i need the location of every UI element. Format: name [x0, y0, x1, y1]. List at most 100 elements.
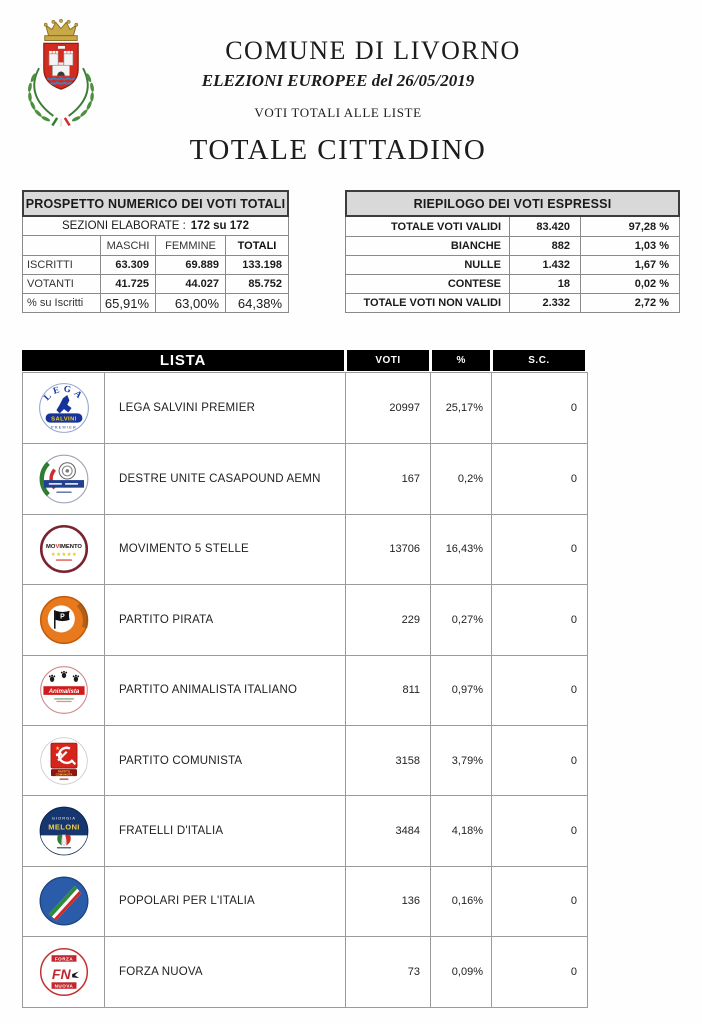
femmine-value: 63,00% — [155, 293, 225, 312]
party-votes: 20997 — [346, 373, 431, 444]
party-name: POPOLARI PER L'ITALIA — [105, 865, 346, 937]
row-label: BIANCHE — [346, 236, 509, 255]
party-logo-cell: Animalista — [23, 654, 105, 725]
prospetto-table: PROSPETTO NUMERICO DEI VOTI TOTALI SEZIO… — [22, 190, 289, 313]
svg-text:NUOVA: NUOVA — [54, 983, 73, 988]
femmine-value: 44.027 — [155, 274, 225, 293]
maschi-value: 65,91% — [100, 293, 155, 312]
row-value: 18 — [509, 274, 580, 293]
party-sc: 0 — [492, 513, 587, 584]
party-name: DESTRE UNITE CASAPOUND AEMN — [105, 443, 346, 514]
party-sc: 0 — [492, 443, 587, 513]
svg-text:PARTITO: PARTITO — [57, 769, 70, 773]
row-percent: 1,67 % — [580, 255, 679, 274]
col-maschi: MASCHI — [100, 236, 155, 255]
svg-text:PREMIER: PREMIER — [51, 426, 77, 430]
col-voti: VOTI — [347, 350, 429, 371]
party-sc: 0 — [570, 402, 577, 415]
row-label: % su Iscritti — [23, 293, 100, 312]
riepilogo-row: NULLE 1.432 1,67 % — [346, 255, 679, 274]
party-sc: 0 — [492, 865, 587, 936]
col-femmine: FEMMINE — [155, 236, 225, 255]
party-name: PARTITO COMUNISTA — [105, 724, 346, 796]
party-row: Animalista PARTITO ANIMALISTA ITALIANO 81… — [23, 654, 587, 725]
prospetto-header-row: MASCHI FEMMINE TOTALI — [23, 236, 288, 255]
riepilogo-row: CONTESE 18 0,02 % — [346, 274, 679, 293]
riepilogo-table: RIEPILOGO DEI VOTI ESPRESSI TOTALE VOTI … — [345, 190, 680, 313]
party-row: FORZA FN NUOVA FORZA NUOVA 73 0,09% 0 — [23, 936, 587, 1007]
forza-nuova-logo: FORZA FN NUOVA — [39, 947, 88, 996]
row-value: 2.332 — [509, 293, 580, 312]
riepilogo-row: BIANCHE 882 1,03 % — [346, 236, 679, 255]
row-label: TOTALE VOTI VALIDI — [391, 220, 501, 233]
svg-text:SALVINI: SALVINI — [51, 417, 77, 423]
svg-text:MOVIMENTO: MOVIMENTO — [46, 544, 82, 550]
sezioni-value: 172 su 172 — [190, 220, 249, 232]
row-label: ISCRITTI — [23, 255, 100, 274]
svg-text:★★★★★: ★★★★★ — [50, 553, 76, 559]
party-votes: 3484 — [346, 795, 431, 866]
svg-text:★: ★ — [55, 746, 60, 752]
party-row: P PARTITO PIRATA 229 0,27% 0 — [23, 584, 587, 655]
lega-salvini-logo: LEGA SALVINI PREMIER — [38, 383, 89, 434]
row-label: VOTANTI — [23, 274, 100, 293]
party-percent: 0,16% — [431, 865, 492, 937]
sezioni-elaborate: SEZIONI ELABORATE : 172 su 172 — [22, 217, 289, 236]
party-name: PARTITO ANIMALISTA ITALIANO — [105, 654, 346, 725]
party-name: PARTITO PIRATA — [105, 584, 346, 655]
svg-text:MELONI: MELONI — [48, 822, 79, 831]
svg-text:P: P — [60, 613, 65, 620]
col-lista: LISTA — [22, 350, 344, 371]
svg-text:GIORGIA: GIORGIA — [51, 816, 75, 821]
party-votes: 229 — [346, 584, 431, 655]
partito-pirata-logo: P — [39, 595, 88, 644]
row-percent: 97,28 % — [580, 217, 679, 236]
row-label: TOTALE VOTI NON VALIDI — [346, 293, 509, 312]
party-logo-cell — [23, 443, 105, 514]
party-logo-cell: GIORGIA MELONI — [23, 795, 105, 866]
party-percent: 0,09% — [431, 936, 492, 1007]
fratelli-ditalia-logo: GIORGIA MELONI — [39, 806, 88, 856]
party-percent: 0,2% — [431, 443, 492, 514]
votes-subtitle: VOTI TOTALI ALLE LISTE — [254, 105, 422, 120]
row-label: NULLE — [346, 255, 509, 274]
party-votes: 136 — [346, 865, 431, 937]
totali-value: 133.198 — [225, 255, 288, 274]
party-votes: 3158 — [346, 724, 431, 796]
party-name: LEGA SALVINI PREMIER — [105, 373, 346, 444]
prospetto-title: PROSPETTO NUMERICO DEI VOTI TOTALI — [22, 190, 289, 217]
col-totali: TOTALI — [225, 236, 288, 255]
svg-text:FN: FN — [51, 966, 71, 982]
riepilogo-row: TOTALE VOTI NON VALIDI 2.332 2,72 % — [346, 293, 679, 312]
prospetto-row: VOTANTI 41.725 44.027 85.752 — [23, 274, 288, 293]
col-sc: S.C. — [493, 350, 585, 371]
party-percent: 25,17% — [431, 373, 492, 444]
party-votes: 811 — [346, 654, 431, 725]
prospetto-row: ISCRITTI 63.309 69.889 133.198 — [23, 255, 288, 274]
party-percent: 16,43% — [431, 513, 492, 585]
party-row: DESTRE UNITE CASAPOUND AEMN 167 0,2% 0 — [23, 443, 587, 514]
party-sc: 0 — [492, 584, 587, 654]
party-row: ★ PARTITO COMUNISTA PARTITO COMUNISTA 315… — [23, 724, 587, 796]
row-percent: 1,03 % — [580, 236, 679, 255]
party-percent: 3,79% — [431, 724, 492, 796]
party-logo-cell: ★ PARTITO COMUNISTA — [23, 724, 105, 796]
svg-text:FORZA: FORZA — [54, 956, 73, 961]
femmine-value: 69.889 — [155, 255, 225, 274]
prospetto-row: % su Iscritti 65,91% 63,00% 64,38% — [23, 293, 288, 312]
row-label: CONTESE — [346, 274, 509, 293]
destre-unite-casapound-logo — [39, 454, 88, 504]
party-percent: 4,18% — [431, 795, 492, 866]
election-subtitle: ELEZIONI EUROPEE del 26/05/2019 — [201, 71, 475, 90]
party-name: FRATELLI D'ITALIA — [105, 795, 346, 866]
party-logo-cell: LEGA SALVINI PREMIER — [23, 373, 105, 444]
party-row: POPOLARI PER L'ITALIA 136 0,16% 0 — [23, 865, 587, 937]
party-name: MOVIMENTO 5 STELLE — [105, 513, 346, 585]
popolari-per-litalia-logo — [39, 877, 88, 926]
party-logo-cell: P — [23, 584, 105, 655]
riepilogo-row: TOTALE VOTI VALIDI 83.420 97,28 % — [346, 217, 679, 236]
party-logo-cell: FORZA FN NUOVA — [23, 936, 105, 1007]
party-percent: 0,97% — [431, 654, 492, 725]
movimento-5-stelle-logo: MOVIMENTO ★★★★★ — [39, 525, 88, 574]
